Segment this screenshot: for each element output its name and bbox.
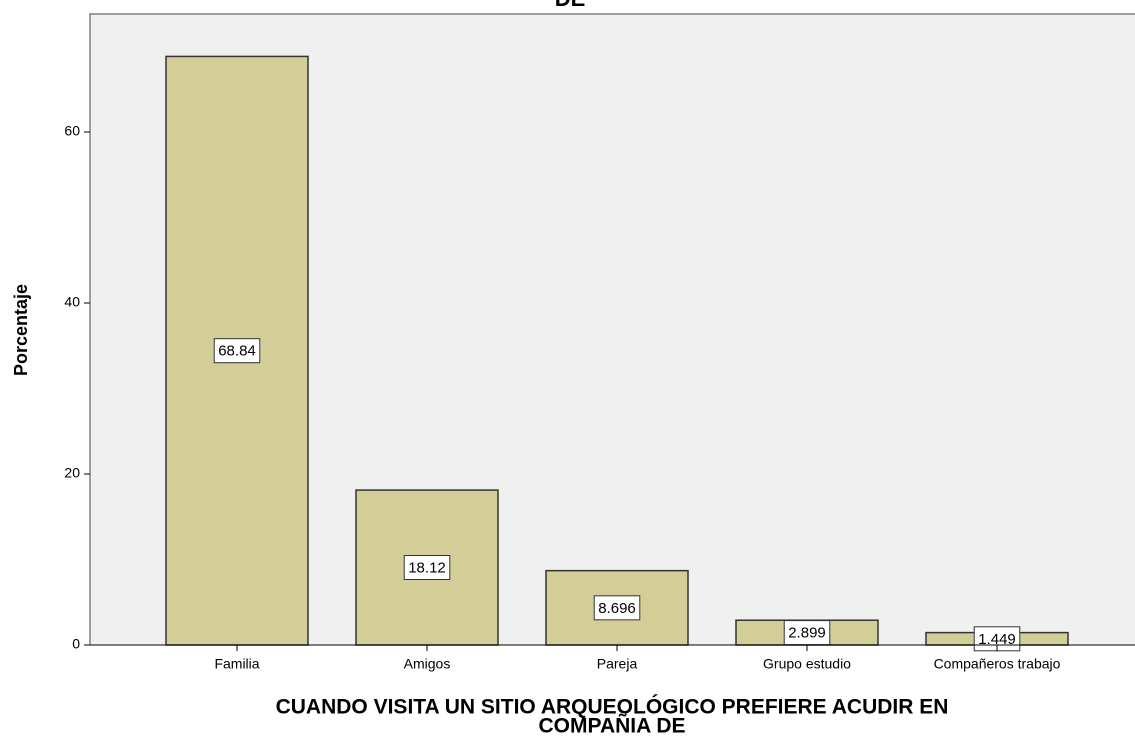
value-label-box (783, 620, 831, 646)
x-axis-label: CUANDO VISITA UN SITIO ARQUEOLÓGICO PREF… (276, 695, 949, 719)
value-label: 8.696 (598, 600, 636, 617)
value-label: 18.12 (408, 560, 446, 577)
y-tick-label: 0 (72, 636, 80, 652)
bar (545, 569, 689, 646)
x-tick-label: Grupo estudio (763, 656, 851, 672)
x-axis-label: COMPAÑIA DE (539, 715, 686, 738)
chart-title: DE (555, 0, 586, 11)
value-label: 1.449 (978, 631, 1016, 648)
value-label-box (593, 595, 641, 621)
y-tick-label: 60 (64, 123, 80, 139)
x-tick-label: Amigos (404, 656, 451, 672)
value-label: 68.84 (218, 343, 256, 360)
y-axis-label: Porcentaje (11, 284, 31, 376)
x-tick-label: Pareja (597, 656, 638, 672)
value-label-box (213, 338, 261, 364)
x-tick-label: Familia (214, 656, 259, 672)
value-label-box (403, 555, 451, 581)
y-tick-label: 20 (64, 465, 80, 481)
value-label: 2.899 (788, 625, 826, 642)
x-tick-label: Compañeros trabajo (934, 656, 1061, 672)
y-tick-label: 40 (64, 294, 80, 310)
bar (355, 489, 499, 646)
